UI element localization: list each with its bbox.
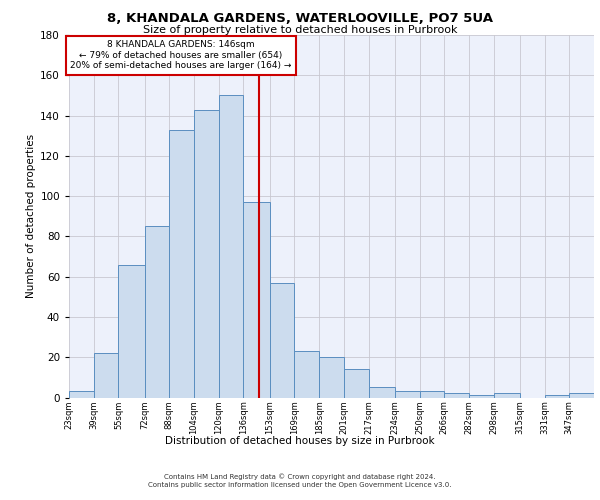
Bar	[295, 351, 319, 398]
Text: Size of property relative to detached houses in Purbrook: Size of property relative to detached ho…	[143, 25, 457, 35]
Bar	[194, 110, 219, 398]
Bar	[244, 202, 270, 398]
Bar	[94, 353, 118, 398]
Bar	[344, 370, 368, 398]
Bar	[169, 130, 194, 398]
Bar	[469, 396, 494, 398]
Text: 8, KHANDALA GARDENS, WATERLOOVILLE, PO7 5UA: 8, KHANDALA GARDENS, WATERLOOVILLE, PO7 …	[107, 12, 493, 26]
Bar	[368, 388, 395, 398]
Bar	[545, 396, 569, 398]
Bar	[219, 96, 244, 398]
Bar	[118, 264, 145, 398]
Bar	[494, 394, 520, 398]
Text: 8 KHANDALA GARDENS: 146sqm
← 79% of detached houses are smaller (654)
20% of sem: 8 KHANDALA GARDENS: 146sqm ← 79% of deta…	[70, 40, 292, 70]
Bar	[145, 226, 169, 398]
Bar	[319, 357, 344, 398]
Y-axis label: Number of detached properties: Number of detached properties	[26, 134, 36, 298]
Text: Distribution of detached houses by size in Purbrook: Distribution of detached houses by size …	[165, 436, 435, 446]
Bar	[444, 394, 469, 398]
Text: Contains HM Land Registry data © Crown copyright and database right 2024.
Contai: Contains HM Land Registry data © Crown c…	[148, 474, 452, 488]
Bar	[569, 394, 594, 398]
Bar	[270, 282, 295, 398]
Bar	[419, 392, 444, 398]
Bar	[395, 392, 419, 398]
Bar	[69, 392, 94, 398]
